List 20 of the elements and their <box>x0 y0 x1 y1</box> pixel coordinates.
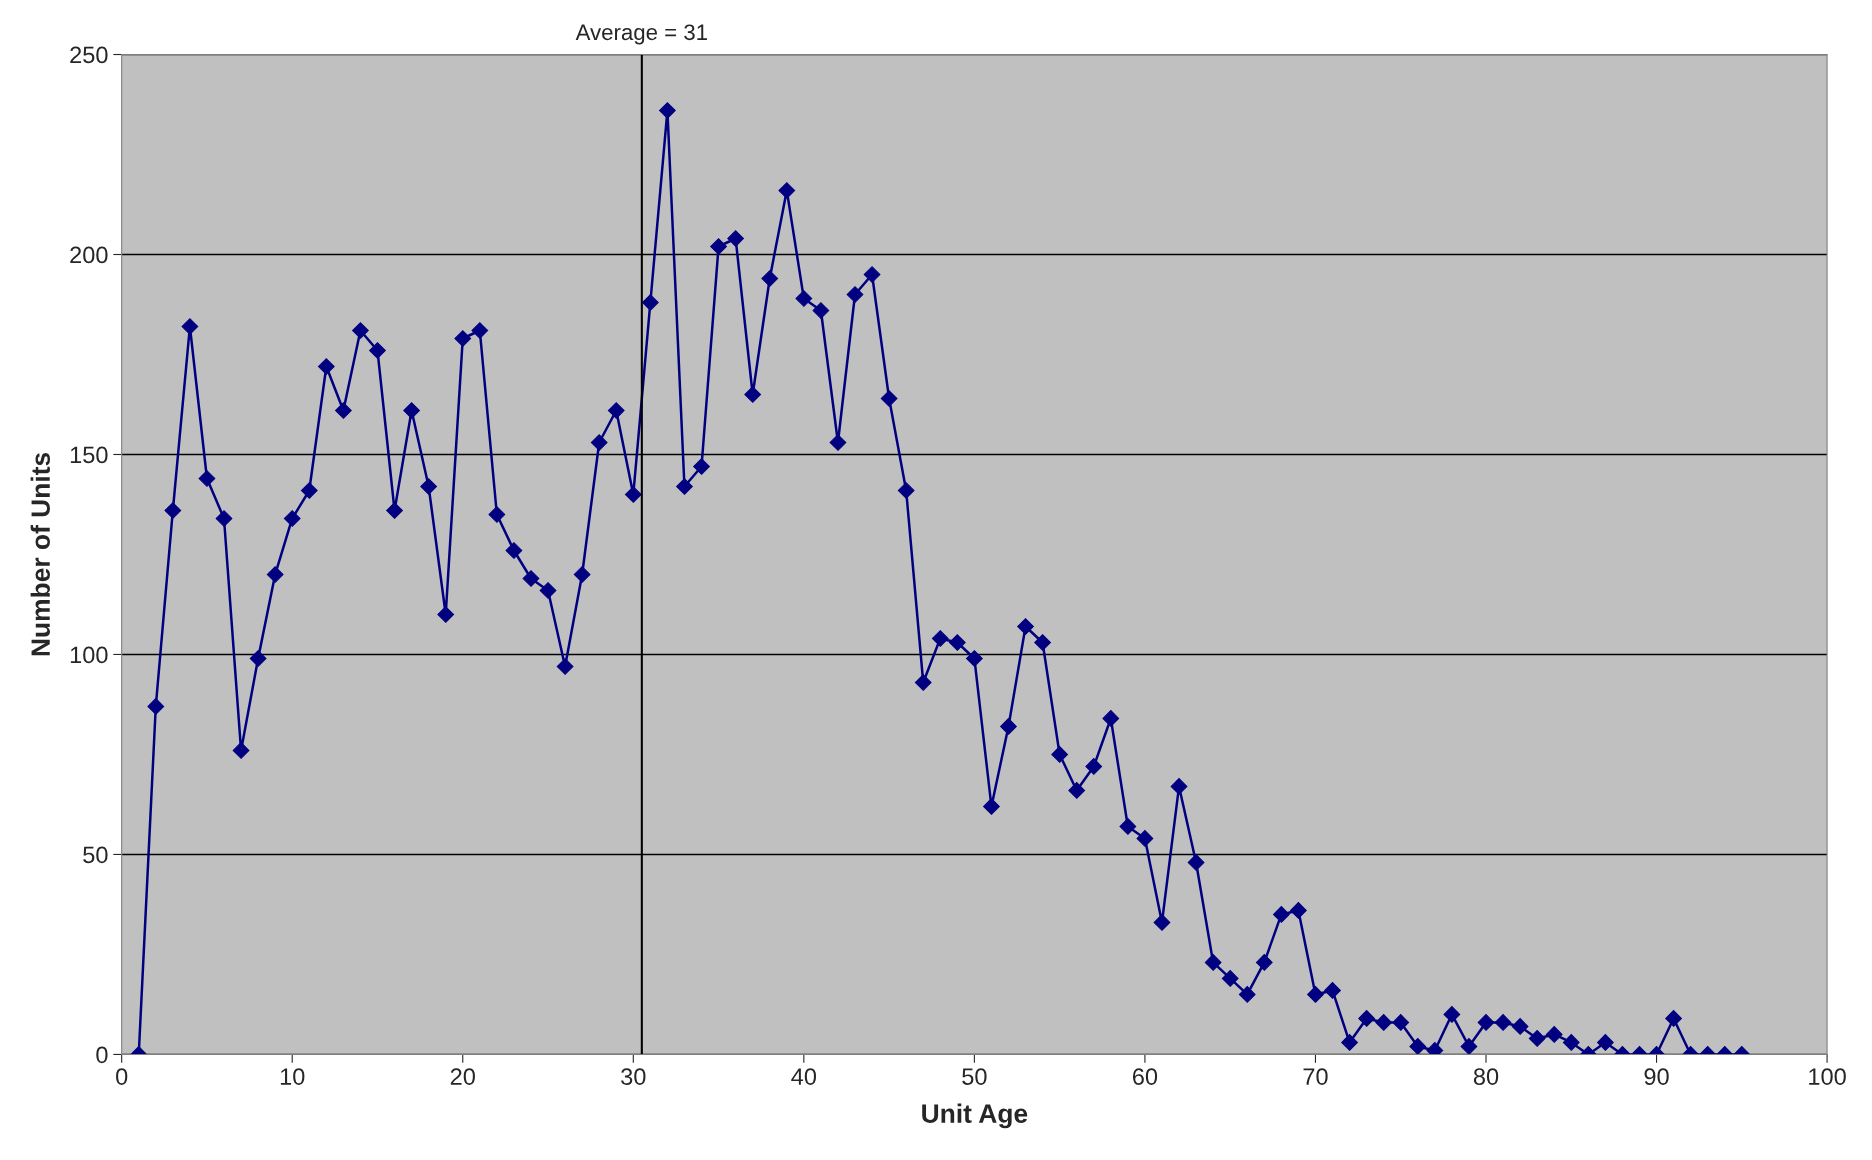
x-tick-label: 50 <box>962 1068 987 1085</box>
y-tick-label: 200 <box>70 246 108 264</box>
x-tick-label: 20 <box>450 1068 475 1085</box>
y-axis-title: Number of Units <box>30 452 50 656</box>
x-tick-label: 0 <box>116 1068 128 1085</box>
x-tick-label: 30 <box>621 1068 646 1085</box>
x-axis-title: Unit Age <box>922 1103 1028 1129</box>
x-tick-label: 100 <box>1809 1068 1846 1085</box>
y-tick-label: 50 <box>83 846 108 864</box>
x-tick-label: 90 <box>1644 1068 1669 1085</box>
x-tick-label: 70 <box>1303 1068 1328 1085</box>
y-tick-label: 100 <box>70 646 108 664</box>
x-tick-label: 10 <box>280 1068 305 1085</box>
x-tick-label: 40 <box>791 1068 817 1085</box>
x-tick-label: 60 <box>1132 1068 1158 1085</box>
ref-line-label: Average = 31 <box>575 24 707 45</box>
y-tick-label: 250 <box>70 46 108 64</box>
y-tick-label: 0 <box>96 1046 108 1064</box>
x-tick-label: 80 <box>1473 1068 1499 1085</box>
y-tick-label: 150 <box>70 446 108 464</box>
